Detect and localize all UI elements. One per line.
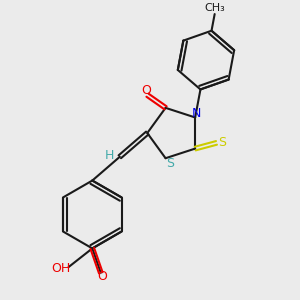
Text: S: S [166,157,174,170]
Text: N: N [192,107,202,120]
Text: H: H [104,148,114,162]
Text: CH₃: CH₃ [204,3,225,13]
Text: O: O [141,84,151,97]
Text: S: S [219,136,226,149]
Text: O: O [98,270,107,284]
Text: OH: OH [52,262,71,275]
